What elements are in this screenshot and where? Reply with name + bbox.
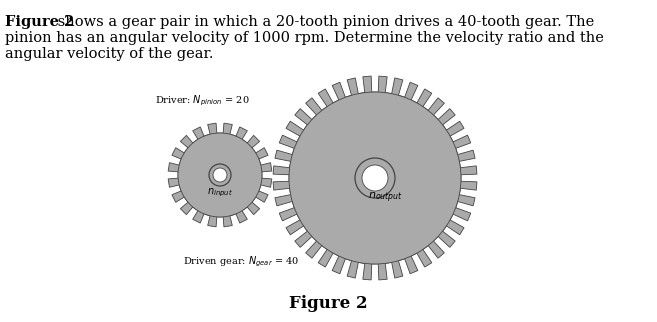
Circle shape [213, 168, 227, 182]
Text: pinion has an angular velocity of 1000 rpm. Determine the velocity ratio and the: pinion has an angular velocity of 1000 r… [5, 31, 604, 45]
Polygon shape [273, 76, 477, 280]
Text: Figure 2: Figure 2 [5, 15, 74, 29]
Circle shape [178, 133, 262, 217]
Polygon shape [168, 123, 272, 227]
Text: Figure 2: Figure 2 [288, 295, 367, 312]
Text: $n_{input}$: $n_{input}$ [207, 187, 233, 199]
Text: Driven gear: $N_{gear}$ = 40: Driven gear: $N_{gear}$ = 40 [183, 255, 300, 270]
Text: $n_{output}$: $n_{output}$ [367, 191, 403, 205]
Circle shape [289, 92, 461, 264]
Circle shape [209, 164, 231, 186]
Circle shape [362, 165, 388, 191]
Text: angular velocity of the gear.: angular velocity of the gear. [5, 47, 214, 61]
Text: Driver: $N_{pinion}$ = 20: Driver: $N_{pinion}$ = 20 [155, 94, 250, 108]
Text: shows a gear pair in which a 20-tooth pinion drives a 40-tooth gear. The: shows a gear pair in which a 20-tooth pi… [53, 15, 594, 29]
Circle shape [355, 158, 395, 198]
